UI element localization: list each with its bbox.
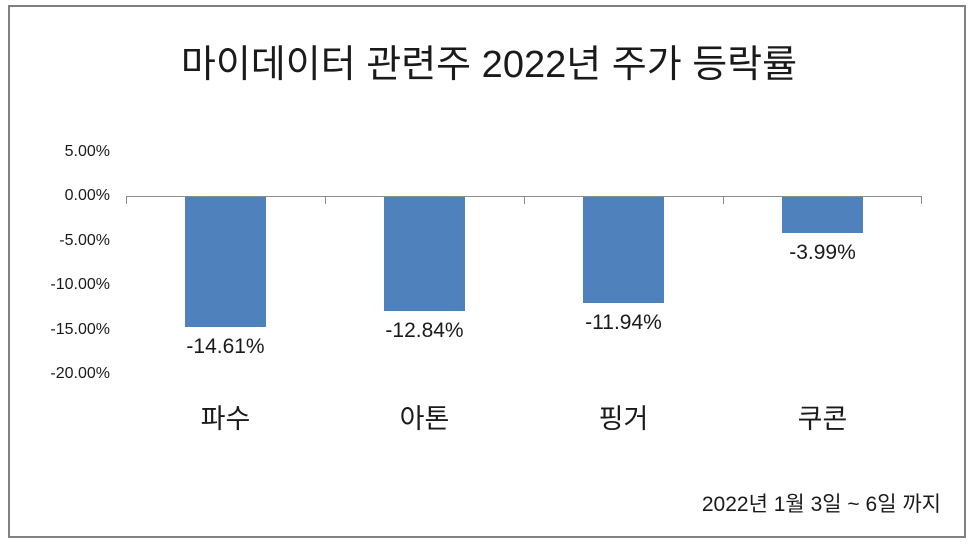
y-axis-tick-label: -15.00% — [50, 321, 110, 338]
data-label: -14.61% — [186, 335, 265, 358]
y-axis-tick-label: -5.00% — [59, 232, 110, 249]
x-axis-tick — [126, 197, 127, 204]
chart-title: 마이데이터 관련주 2022년 주가 등락률 — [180, 44, 798, 86]
x-axis-line — [126, 196, 922, 197]
x-axis-tick — [921, 197, 922, 204]
bar-2 — [384, 197, 465, 311]
data-label: -11.94% — [585, 311, 662, 334]
x-axis-tick — [524, 197, 525, 204]
data-label: -3.99% — [789, 241, 856, 264]
category-label: 파수 — [200, 404, 251, 434]
bar-4 — [782, 197, 863, 233]
bar-1 — [185, 197, 266, 327]
category-label: 아톤 — [399, 404, 450, 434]
y-axis-tick-label: 0.00% — [64, 187, 110, 204]
data-label: -12.84% — [385, 319, 464, 342]
y-axis-tick-label: 5.00% — [64, 143, 110, 160]
y-axis-tick-label: -20.00% — [50, 365, 110, 382]
x-axis-tick — [723, 197, 724, 204]
plot-area: -14.61% 파수 -12.84% 아톤 -11.94% 핑거 -3.99% 쿠콘 — [126, 0, 922, 548]
category-label: 쿠콘 — [797, 404, 848, 434]
y-axis-labels: 5.00% 0.00% -5.00% -10.00% -15.00% -20.00% — [0, 0, 126, 548]
y-axis-tick-label: -10.00% — [50, 276, 110, 293]
chart-footnote: 2022년 1월 3일 ~ 6일 까지 — [701, 493, 941, 516]
category-label: 핑거 — [598, 404, 649, 434]
x-axis-tick — [325, 197, 326, 204]
bar-3 — [583, 197, 664, 303]
